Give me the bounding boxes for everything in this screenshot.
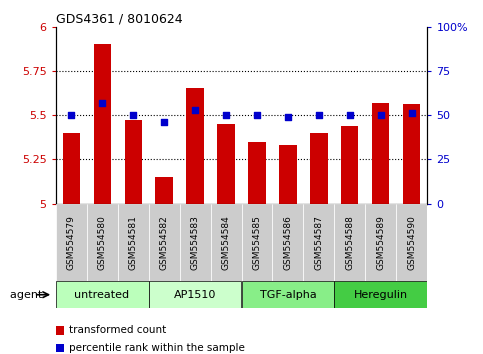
Text: transformed count: transformed count [69, 325, 166, 335]
Text: GSM554582: GSM554582 [159, 215, 169, 270]
Bar [242, 281, 334, 308]
Bar [186, 88, 203, 204]
Bar [334, 281, 427, 308]
Point [98, 100, 106, 105]
Bar [149, 281, 242, 308]
Bar [180, 204, 211, 281]
Bar [272, 204, 303, 281]
Text: GSM554579: GSM554579 [67, 215, 75, 270]
Bar [217, 124, 235, 204]
Text: percentile rank within the sample: percentile rank within the sample [69, 343, 245, 353]
Bar [156, 177, 172, 204]
Point [222, 112, 230, 118]
Bar [248, 142, 266, 204]
Bar [56, 281, 149, 308]
Bar [56, 204, 86, 281]
Bar [211, 204, 242, 281]
Point [191, 107, 199, 113]
Text: GSM554590: GSM554590 [408, 215, 416, 270]
Point [67, 112, 75, 118]
Bar [125, 120, 142, 204]
Bar [149, 204, 180, 281]
Point [377, 112, 385, 118]
Bar [117, 204, 149, 281]
Bar [94, 44, 111, 204]
Text: GSM554588: GSM554588 [345, 215, 355, 270]
Point [315, 112, 323, 118]
Bar [242, 204, 272, 281]
Bar [372, 103, 389, 204]
Bar [397, 204, 427, 281]
Text: GSM554589: GSM554589 [376, 215, 385, 270]
Text: GSM554584: GSM554584 [222, 215, 230, 270]
Point [408, 110, 416, 116]
Text: GSM554586: GSM554586 [284, 215, 293, 270]
Text: Heregulin: Heregulin [354, 290, 408, 300]
Bar [366, 204, 397, 281]
Text: GSM554585: GSM554585 [253, 215, 261, 270]
Text: TGF-alpha: TGF-alpha [260, 290, 316, 300]
Text: GSM554581: GSM554581 [128, 215, 138, 270]
Text: GDS4361 / 8010624: GDS4361 / 8010624 [56, 12, 182, 25]
Bar [280, 145, 297, 204]
Bar [303, 204, 334, 281]
Text: GSM554583: GSM554583 [190, 215, 199, 270]
Text: GSM554580: GSM554580 [98, 215, 107, 270]
Bar [341, 126, 358, 204]
Bar [334, 204, 366, 281]
Point [129, 112, 137, 118]
Point [160, 119, 168, 125]
Text: untreated: untreated [74, 290, 129, 300]
Point [346, 112, 354, 118]
Point [253, 112, 261, 118]
Text: agent: agent [10, 290, 46, 300]
Bar [62, 133, 80, 204]
Bar [86, 204, 117, 281]
Point [284, 114, 292, 120]
Text: AP1510: AP1510 [174, 290, 216, 300]
Text: GSM554587: GSM554587 [314, 215, 324, 270]
Bar [311, 133, 327, 204]
Bar [403, 104, 421, 204]
